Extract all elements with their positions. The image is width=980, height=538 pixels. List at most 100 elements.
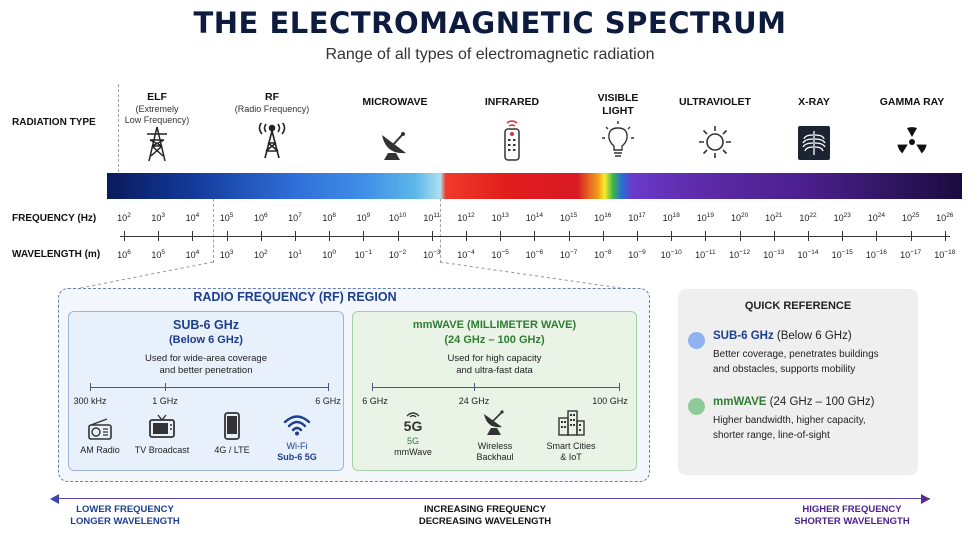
sub6-desc-1: Used for wide-area coverage [145,353,267,364]
mmwave-desc-2: and ultra-fast data [456,365,533,376]
scale-tick [158,231,160,241]
radiation-type-infrared: INFRARED [457,96,567,161]
app-wifi-sub6-5g: Wi-Fi Sub-6 5G [257,414,337,463]
sub6-panel [68,311,344,471]
arrow-right-icon [921,494,930,504]
wavelength-tick-label: 100 [322,249,336,260]
power-tower-icon [147,126,167,162]
mmwave-desc-1: Used for high capacity [447,353,542,364]
spectrum-band [107,173,962,199]
scale-tick [637,231,638,241]
qr-mmwave-line-2: shorter range, line-of-sight [713,430,830,441]
radiation-type-visible-light: VISIBLE LIGHT [563,92,673,158]
radiation-type-elf: ELF (Extremely Low Frequency) [102,91,212,162]
frequency-tick-label: 105 [219,212,234,223]
dish-icon [484,410,504,435]
sub6-axis-label: 300 kHz [73,396,107,406]
scale-tick [705,231,707,241]
xray-chest-icon [798,126,830,160]
sub6-heading: SUB-6 GHz [173,318,239,332]
frequency-tick-label: 1022 [799,212,817,223]
qr-sub6-line-1: Better coverage, penetrates buildings [713,349,879,360]
qr-mmwave-line-1: Higher bandwidth, higher capacity, [713,415,866,426]
direction-arrow [52,498,930,499]
mmwave-tick [619,383,620,391]
rf-region-title: RADIO FREQUENCY (RF) REGION [193,290,397,304]
frequency-tick-label: 1011 [423,212,441,223]
mmwave-axis-label: 100 GHz [592,396,628,406]
wavelength-tick-label: 104 [185,249,200,260]
scale-tick [944,231,946,241]
frequency-label: FREQUENCY (Hz) [12,213,97,224]
wavelength-tick-label: 10−8 [594,249,612,260]
scale-tick [534,231,536,241]
frequency-tick-label: 1020 [730,212,749,223]
radiation-type-label: RADIATION TYPE [12,117,96,128]
frequency-tick-label: 108 [322,212,336,223]
frequency-tick-label: 1016 [594,212,612,223]
sub6-tick [90,383,91,391]
page-title: THE ELECTROMAGNETIC SPECTRUM [193,6,787,40]
wavelength-tick-label: 105 [151,249,165,260]
wavelength-tick-label: 10−3 [423,249,441,260]
buildings-icon [558,410,585,436]
wavelength-tick-label: 10−1 [354,249,373,260]
scale-tick [260,231,262,241]
frequency-tick-label: 1017 [628,212,646,223]
phone-icon [224,412,240,440]
wavelength-tick-label: 10−5 [491,249,509,260]
qr-mmwave-heading: mmWAVE (24 GHz – 100 GHz) [713,396,875,408]
radiation-type-xray: X-RAY [759,96,869,161]
frequency-tick-label: 1021 [765,212,783,223]
scale-tick [329,231,331,241]
frequency-tick-label: 1026 [936,212,954,223]
satellite-dish-icon [382,132,406,160]
app-smart-cities-iot: Smart Cities & IoT [531,408,611,463]
frequency-tick-label: 1025 [901,212,920,223]
quick-reference-title: QUICK REFERENCE [744,300,852,312]
frequency-tick-label: 1014 [525,212,544,223]
wavelength-label: WAVELENGTH (m) [12,249,101,260]
frequency-tick-label: 1019 [696,212,715,223]
sub6-color-dot [688,332,705,349]
mmwave-tick [474,383,475,391]
frequency-tick-label: 107 [288,212,302,223]
frequency-tick-label: 109 [356,212,371,223]
wavelength-tick-label: 10−7 [559,249,578,260]
mmwave-subheading: (24 GHz – 100 GHz) [444,334,545,346]
scale-tick [192,231,194,241]
mmwave-axis-label: 6 GHz [362,396,388,406]
scale-tick [876,231,878,241]
wavelength-tick-label: 10−2 [388,249,407,260]
increasing-frequency-label: INCREASING FREQUENCY DECREASING WAVELENGT… [418,504,552,527]
app-wireless-backhaul: Wireless Backhaul [455,408,535,463]
sub6-desc-2: and better penetration [159,365,253,376]
scale-tick [431,231,433,241]
wavelength-tick-label: 103 [219,249,234,260]
wavelength-tick-label: 106 [117,249,131,260]
radiation-type-rf: RF (Radio Frequency) [217,91,327,159]
mmwave-axis-label: 24 GHz [458,396,490,406]
mmwave-heading: mmWAVE (MILLIMETER WAVE) [412,319,577,331]
frequency-tick-label: 1012 [457,212,475,223]
qr-sub6-heading: SUB-6 GHz (Below 6 GHz) [713,330,852,342]
frequency-tick-label: 1010 [388,212,407,223]
sub6-tick [328,383,329,391]
scale-tick [295,231,296,241]
app-4g-lte: 4G / LTE [192,412,272,456]
sub6-axis-label: 6 GHz [315,396,341,406]
radiation-type-ultraviolet: ULTRAVIOLET [660,96,770,159]
mmwave-panel [352,311,637,471]
wavelength-tick-label: 10−14 [797,249,819,260]
qr-sub6-line-2: and obstacles, supports mobility [713,364,856,375]
divider [440,173,441,263]
scale-tick [500,231,502,241]
scale-tick [739,231,741,241]
mmwave-color-dot [688,398,705,415]
frequency-tick-label: 1015 [559,212,578,223]
arrow-left-icon [50,494,59,504]
page-subtitle: Range of all types of electromagnetic ra… [325,46,655,63]
scale-tick [842,231,844,241]
scale-tick [568,231,570,241]
radiation-type-microwave: MICROWAVE [340,96,450,161]
